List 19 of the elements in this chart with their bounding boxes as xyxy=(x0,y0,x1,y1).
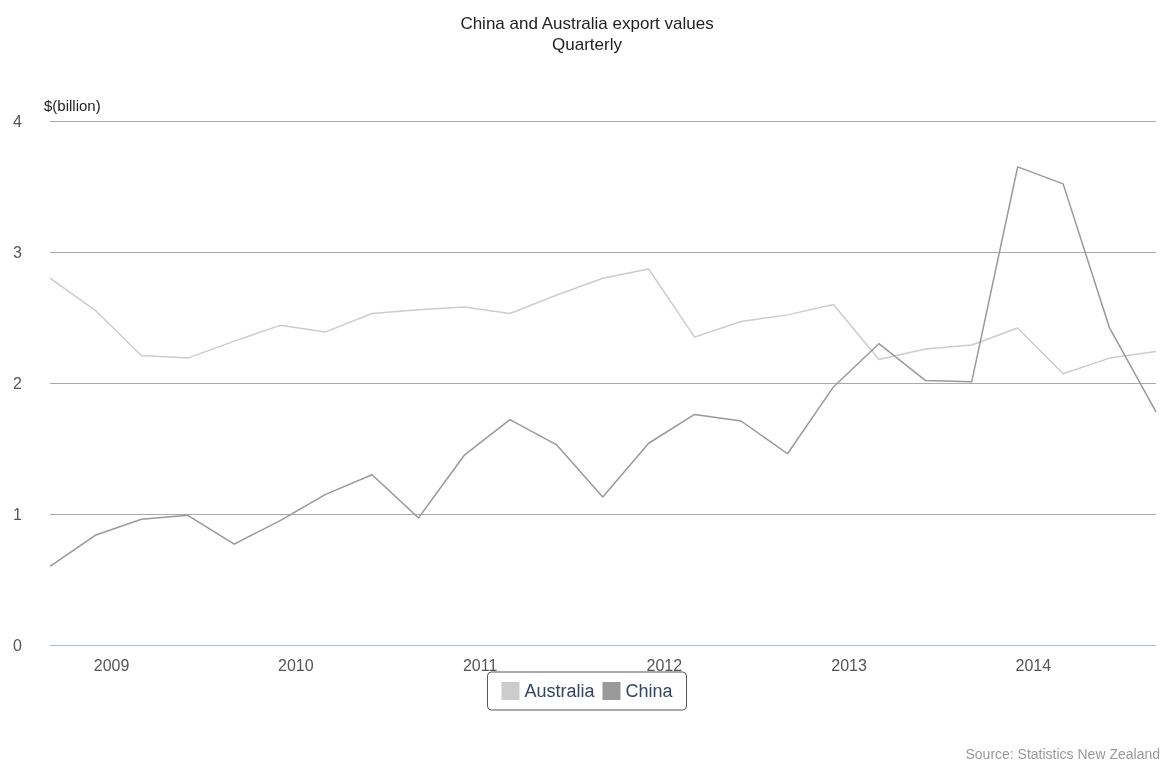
x-tick-label: 2009 xyxy=(93,656,130,674)
y-tick-label: 0 xyxy=(13,636,23,654)
y-tick-label: 4 xyxy=(13,112,23,130)
x-tick-label: 2012 xyxy=(646,656,683,674)
y-tick-label: 1 xyxy=(13,505,23,523)
chart-subtitle: Quarterly xyxy=(552,35,623,54)
line-series xyxy=(49,268,1157,375)
chart-title: China and Australia export values xyxy=(460,14,714,33)
x-tick-label: 2014 xyxy=(1015,656,1052,674)
x-tick-label: 2010 xyxy=(278,656,314,674)
x-tick-label: 2013 xyxy=(831,656,867,674)
x-tick-label: 2011 xyxy=(462,656,498,674)
legend-label: China xyxy=(625,681,674,701)
y-tick-label: 3 xyxy=(13,243,23,261)
legend-label: Australia xyxy=(524,681,596,701)
y-tick-label: 2 xyxy=(13,374,23,392)
source-note: Source: Statistics New Zealand xyxy=(965,746,1160,762)
line-series xyxy=(49,166,1157,568)
y-axis-title: $(billion) xyxy=(44,97,101,114)
